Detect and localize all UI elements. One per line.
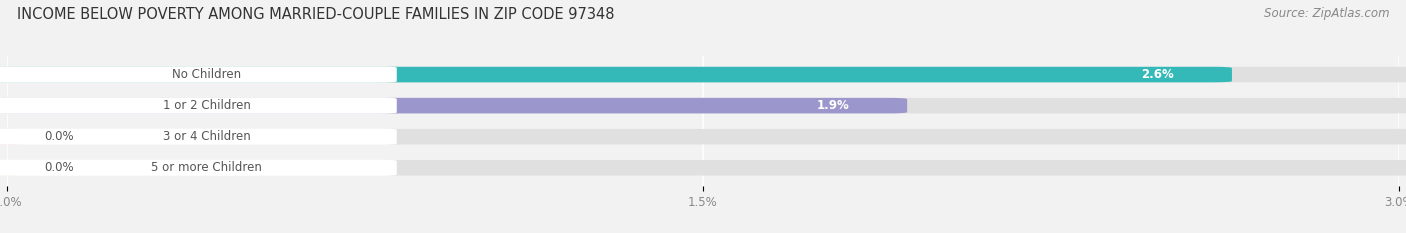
FancyBboxPatch shape bbox=[0, 66, 396, 83]
Text: 0.0%: 0.0% bbox=[44, 161, 73, 174]
FancyBboxPatch shape bbox=[0, 129, 27, 144]
Text: 3 or 4 Children: 3 or 4 Children bbox=[163, 130, 250, 143]
FancyBboxPatch shape bbox=[0, 67, 1406, 82]
FancyBboxPatch shape bbox=[0, 129, 1406, 144]
FancyBboxPatch shape bbox=[0, 98, 1406, 113]
FancyBboxPatch shape bbox=[0, 129, 396, 145]
Text: 1.9%: 1.9% bbox=[817, 99, 849, 112]
FancyBboxPatch shape bbox=[0, 67, 1232, 82]
Text: INCOME BELOW POVERTY AMONG MARRIED-COUPLE FAMILIES IN ZIP CODE 97348: INCOME BELOW POVERTY AMONG MARRIED-COUPL… bbox=[17, 7, 614, 22]
Text: 0.0%: 0.0% bbox=[44, 130, 73, 143]
FancyBboxPatch shape bbox=[1077, 68, 1225, 81]
FancyBboxPatch shape bbox=[0, 160, 396, 176]
FancyBboxPatch shape bbox=[0, 160, 27, 175]
FancyBboxPatch shape bbox=[0, 160, 1406, 175]
FancyBboxPatch shape bbox=[752, 99, 900, 112]
Text: 1 or 2 Children: 1 or 2 Children bbox=[163, 99, 250, 112]
FancyBboxPatch shape bbox=[0, 98, 907, 113]
Text: 5 or more Children: 5 or more Children bbox=[150, 161, 262, 174]
Text: No Children: No Children bbox=[172, 68, 240, 81]
Text: 2.6%: 2.6% bbox=[1142, 68, 1174, 81]
Text: Source: ZipAtlas.com: Source: ZipAtlas.com bbox=[1264, 7, 1389, 20]
FancyBboxPatch shape bbox=[0, 98, 396, 114]
